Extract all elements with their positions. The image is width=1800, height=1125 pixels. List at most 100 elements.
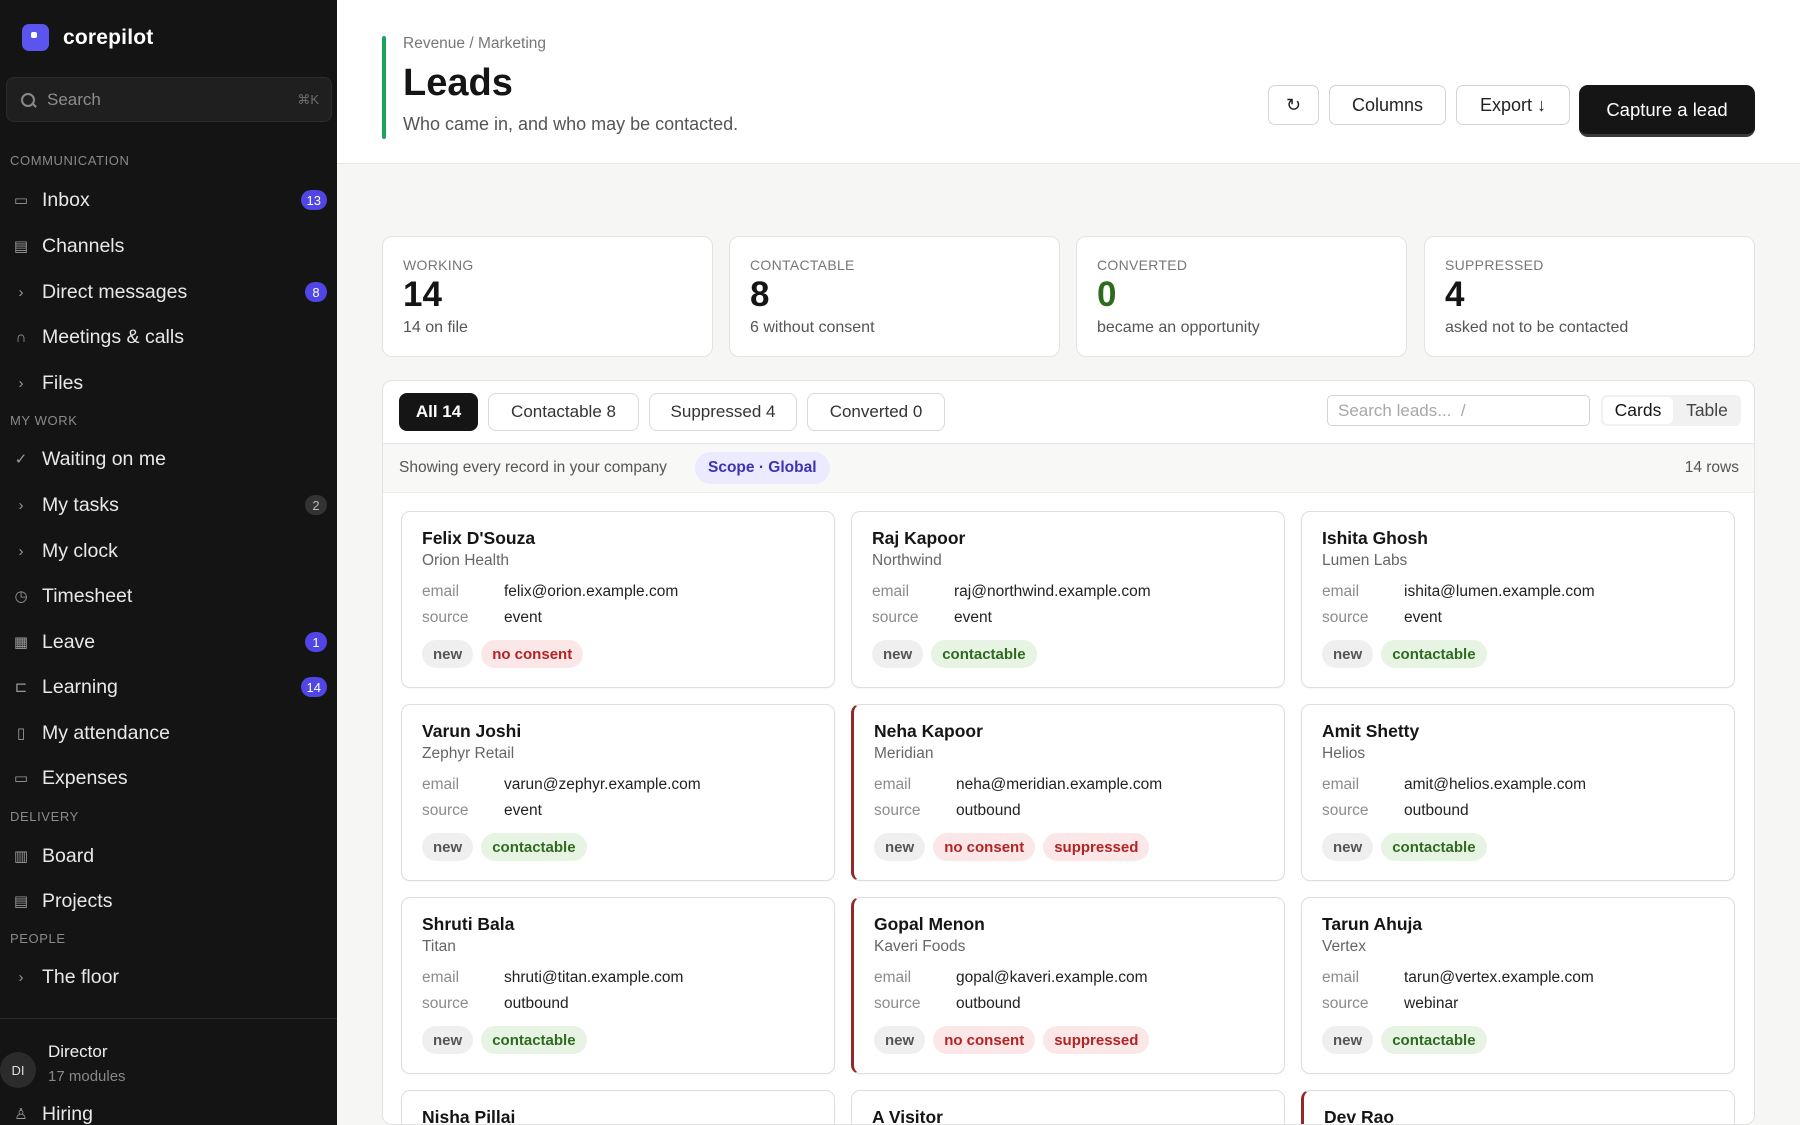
lead-card[interactable]: A Visitor: [851, 1090, 1285, 1124]
tab-contactable[interactable]: Contactable 8: [488, 393, 639, 431]
lead-source-row: source event: [872, 609, 992, 626]
lead-source: outbound: [956, 995, 1021, 1012]
lead-card[interactable]: Gopal Menon Kaveri Foods email gopal@kave…: [851, 897, 1285, 1074]
consent-badge: contactable: [1381, 833, 1487, 861]
lead-card[interactable]: Raj Kapoor Northwind email raj@northwind.…: [851, 511, 1285, 688]
kpi-value: 8: [750, 275, 770, 314]
view-table-button[interactable]: Table: [1686, 400, 1728, 420]
sidebar-item-expenses[interactable]: ▭ Expenses: [13, 766, 128, 789]
kpi-label: WORKING: [403, 257, 474, 273]
lead-company: Lumen Labs: [1322, 552, 1408, 569]
lead-name: Felix D'Souza: [422, 528, 536, 548]
app-name: corepilot: [63, 25, 154, 49]
kpi-sub: asked not to be contacted: [1445, 319, 1629, 336]
search-leads-input[interactable]: [1327, 395, 1590, 426]
status-badge: new: [1322, 1026, 1374, 1054]
columns-button[interactable]: Columns: [1329, 85, 1446, 125]
brand[interactable]: corepilot: [22, 24, 153, 51]
chevron-right-icon: ›: [18, 542, 24, 560]
kpi-label: SUPPRESSED: [1445, 257, 1544, 273]
sidebar-item-inbox[interactable]: ▭ Inbox 13: [0, 179, 337, 221]
section-communication: COMMUNICATION: [10, 153, 130, 168]
sidebar-search[interactable]: ⌘K: [6, 77, 332, 122]
lead-source-row: source outbound: [422, 995, 569, 1012]
suppressed-badge: suppressed: [1043, 1026, 1150, 1054]
lead-card[interactable]: Felix D'Souza Orion Health email felix@or…: [401, 511, 835, 688]
lead-email-row: email shruti@titan.example.com: [422, 969, 684, 986]
lead-card[interactable]: Neha Kapoor Meridian email neha@meridian.…: [851, 704, 1285, 881]
user-plus-icon: ♙: [14, 1106, 28, 1123]
breadcrumb[interactable]: Revenue / Marketing: [403, 35, 547, 52]
kpi-sub: 14 on file: [403, 319, 468, 336]
refresh-button[interactable]: ↻: [1268, 85, 1319, 125]
sidebar-item-learning[interactable]: ⊏ Learning 14: [0, 666, 337, 708]
view-cards-button[interactable]: Cards: [1603, 397, 1673, 424]
sidebar-item-timesheet[interactable]: ◷ Timesheet: [0, 575, 337, 617]
avatar: DI: [0, 1052, 36, 1088]
lead-source: webinar: [1404, 995, 1459, 1012]
lead-card[interactable]: Tarun Ahuja Vertex email tarun@vertex.exa…: [1301, 897, 1735, 1074]
scope-bar: Showing every record in your company Sco…: [383, 444, 1754, 493]
kpi-label: CONTACTABLE: [750, 257, 855, 273]
lead-source: event: [954, 609, 992, 626]
sidebar-item-meetings[interactable]: ∩ Meetings & calls: [0, 316, 337, 358]
lead-card[interactable]: Ishita Ghosh Lumen Labs email ishita@lume…: [1301, 511, 1735, 688]
kpi-sub: became an opportunity: [1097, 319, 1260, 336]
lead-email-row: email tarun@vertex.example.com: [1322, 969, 1594, 986]
lead-email: felix@orion.example.com: [504, 583, 679, 600]
lead-email: tarun@vertex.example.com: [1404, 969, 1594, 986]
sidebar-item-hiring[interactable]: ♙ Hiring: [0, 1093, 337, 1125]
lead-company: Vertex: [1322, 938, 1366, 955]
sidebar-item-projects[interactable]: ▤ Projects: [13, 889, 113, 912]
export-button[interactable]: Export ↓: [1456, 85, 1570, 125]
briefcase-icon: ▤: [13, 893, 29, 910]
tab-all[interactable]: All 14: [399, 393, 478, 431]
sidebar-item-my-clock[interactable]: › My clock: [0, 530, 337, 572]
inbox-icon: ▭: [13, 192, 29, 209]
lead-company: Northwind: [872, 552, 942, 569]
lead-name: Dev Rao: [1324, 1107, 1395, 1125]
lead-source: outbound: [956, 802, 1021, 819]
lead-card[interactable]: Varun Joshi Zephyr Retail email varun@zep…: [401, 704, 835, 881]
row-count: 14 rows: [1684, 459, 1739, 476]
sidebar-item-my-tasks[interactable]: › My tasks 2: [0, 484, 337, 526]
tab-suppressed[interactable]: Suppressed 4: [649, 393, 797, 431]
section-my-work: MY WORK: [10, 413, 78, 428]
lead-card[interactable]: Shruti Bala Titan email shruti@titan.exam…: [401, 897, 835, 1074]
tab-converted[interactable]: Converted 0: [807, 393, 945, 431]
lead-card[interactable]: Dev Rao: [1301, 1090, 1735, 1125]
lead-card[interactable]: Nisha Pillai: [401, 1090, 835, 1124]
dm-badge: 8: [305, 282, 327, 302]
sidebar-item-direct-messages[interactable]: › Direct messages 8: [0, 271, 337, 313]
sidebar-item-leave[interactable]: ▦ Leave 1: [0, 621, 337, 663]
kpi-contactable: CONTACTABLE 8 6 without consent: [729, 236, 1060, 357]
sidebar-item-board[interactable]: ▥ Board: [13, 844, 95, 867]
lead-email-row: email varun@zephyr.example.com: [422, 776, 701, 793]
status-badge: new: [1322, 640, 1374, 668]
consent-badge: no consent: [933, 1026, 1036, 1054]
lead-company: Zephyr Retail: [422, 745, 515, 762]
lead-company: Meridian: [874, 745, 934, 762]
consent-badge: contactable: [931, 640, 1037, 668]
sidebar-item-waiting[interactable]: ✓ Waiting on me: [0, 438, 337, 480]
chevron-right-icon: ›: [18, 283, 24, 301]
capture-lead-button[interactable]: Capture a lead: [1579, 85, 1755, 137]
refresh-icon: ↻: [1285, 94, 1302, 115]
kpi-value: 4: [1445, 275, 1465, 314]
section-people: PEOPLE: [10, 931, 66, 946]
sidebar-item-channels[interactable]: ▤ Channels: [13, 234, 125, 257]
sidebar-item-attendance[interactable]: ▯ My attendance: [0, 712, 337, 754]
kpi-converted: CONVERTED 0 became an opportunity: [1076, 236, 1407, 357]
status-badge: new: [874, 833, 926, 861]
scope-chip[interactable]: Scope · Global: [695, 452, 830, 484]
sidebar-item-files[interactable]: › Files: [0, 362, 337, 404]
kpi-label: CONVERTED: [1097, 257, 1188, 273]
lead-email: raj@northwind.example.com: [954, 583, 1151, 600]
lead-email-row: email felix@orion.example.com: [422, 583, 679, 600]
sidebar-item-the-floor[interactable]: › The floor: [0, 956, 337, 998]
sidebar-search-input[interactable]: [47, 89, 298, 110]
lead-name: Neha Kapoor: [874, 721, 983, 741]
lead-source-row: source event: [1322, 609, 1442, 626]
book-icon: ⊏: [14, 679, 28, 696]
lead-card[interactable]: Amit Shetty Helios email amit@helios.exam…: [1301, 704, 1735, 881]
